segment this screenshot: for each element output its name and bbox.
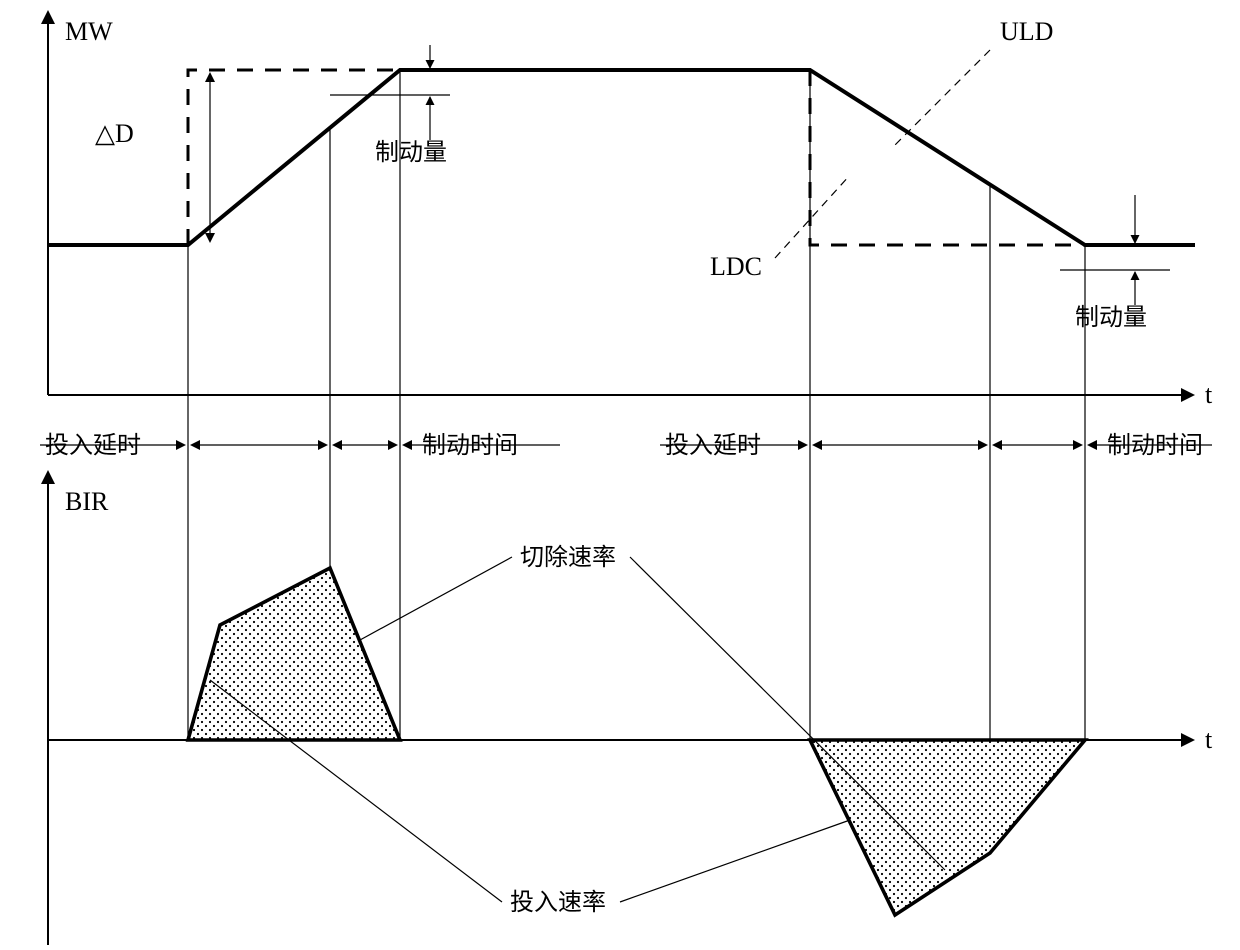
t-axis-label-bottom: t: [1205, 725, 1213, 754]
braking-amount-label-2: 制动量: [1075, 304, 1147, 331]
input-delay-label-1: 投入延时: [45, 432, 141, 459]
braking-time-label-2: 制动时间: [1107, 432, 1203, 459]
arrowhead: [1131, 271, 1140, 280]
mw-trace: [48, 70, 1195, 245]
arrowhead: [176, 440, 186, 450]
input-leader-2: [620, 820, 850, 902]
arrowhead: [1181, 733, 1195, 747]
removal-leader-2: [630, 557, 945, 870]
delta-d-label: △D: [95, 119, 134, 148]
arrowhead: [388, 440, 398, 450]
bir-axis-label: BIR: [65, 487, 109, 516]
arrowhead: [426, 60, 435, 69]
arrowhead: [978, 440, 988, 450]
arrowhead: [812, 440, 822, 450]
arrowhead: [798, 440, 808, 450]
arrowhead: [402, 440, 412, 450]
arrowhead: [992, 440, 1002, 450]
removal-leader-1: [360, 557, 512, 640]
braking-time-label-1: 制动时间: [422, 432, 518, 459]
mw-axis-label: MW: [65, 17, 113, 46]
arrowhead: [1087, 440, 1097, 450]
arrowhead: [1181, 388, 1195, 402]
arrowhead: [318, 440, 328, 450]
input-delay-label-2: 投入延时: [665, 432, 761, 459]
arrowhead: [205, 233, 215, 243]
arrowhead: [41, 470, 55, 484]
arrowhead: [1073, 440, 1083, 450]
uld-leader: [895, 50, 990, 145]
arrowhead: [426, 96, 435, 105]
input-rate-label: 投入速率: [510, 889, 606, 916]
bir-shape-negative: [810, 740, 1085, 915]
braking-amount-label-1: 制动量: [375, 139, 447, 166]
t-axis-label-top: t: [1205, 380, 1213, 409]
arrowhead: [332, 440, 342, 450]
arrowhead: [205, 72, 215, 82]
arrowhead: [1131, 235, 1140, 244]
bir-shape-positive: [188, 568, 400, 740]
arrowhead: [190, 440, 200, 450]
arrowhead: [41, 10, 55, 24]
uld-label: ULD: [1000, 17, 1053, 46]
ldc-label: LDC: [710, 252, 762, 281]
removal-rate-label: 切除速率: [520, 544, 616, 571]
